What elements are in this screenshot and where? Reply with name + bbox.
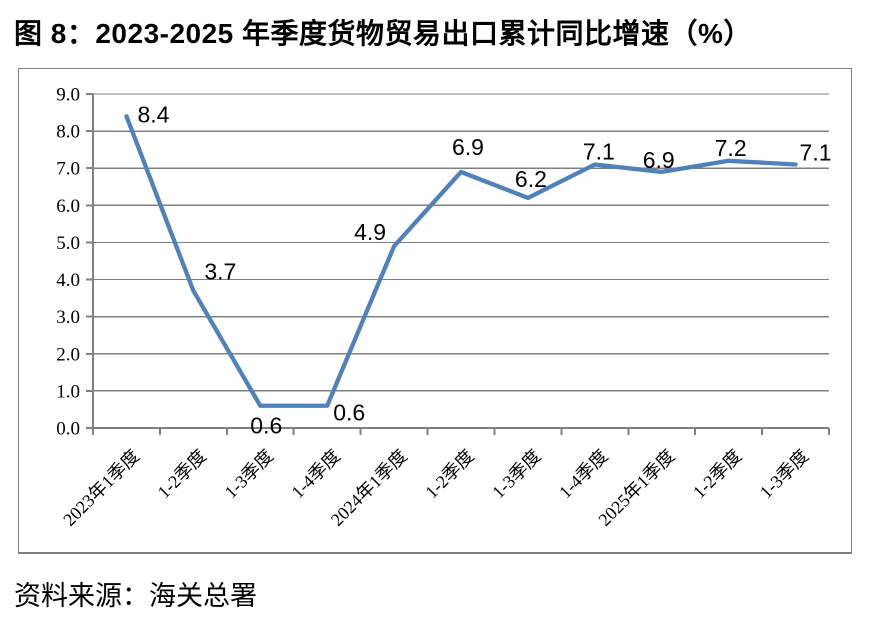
y-tick-label: 9.0 xyxy=(56,85,80,106)
series-line xyxy=(124,114,798,408)
data-label: 7.1 xyxy=(583,139,615,165)
data-labels: 8.4 3.7 0.6 0.6 4.9 6.9 6.2 7.1 6.9 7.2 7.1 xyxy=(137,101,831,438)
y-tick-label: 1.0 xyxy=(56,381,80,402)
figure-title: 图 8：2023-2025 年季度货物贸易出口累计同比增速（%） xyxy=(14,18,752,49)
x-category-label: 1-4季度 xyxy=(287,446,344,503)
axes xyxy=(92,94,829,429)
x-category-label: 1-2季度 xyxy=(154,446,211,503)
data-label: 8.4 xyxy=(137,101,169,127)
data-label: 3.7 xyxy=(204,259,236,285)
source-note: 资料来源：海关总署 xyxy=(14,581,257,611)
data-label: 4.9 xyxy=(354,219,386,245)
x-category-label: 1-3季度 xyxy=(488,446,545,503)
y-tick-label: 4.0 xyxy=(56,270,80,291)
y-axis-ticks: 0.0 1.0 2.0 3.0 4.0 5.0 6.0 7.0 8.0 9.0 xyxy=(56,85,93,440)
y-tick-label: 5.0 xyxy=(56,233,80,254)
y-tick-label: 8.0 xyxy=(56,122,80,143)
data-label: 7.2 xyxy=(715,135,747,161)
y-tick-label: 6.0 xyxy=(56,196,80,217)
data-label: 0.6 xyxy=(333,400,365,426)
chart-frame: 0.0 1.0 2.0 3.0 4.0 5.0 6.0 7.0 8.0 9.0 2023年1季度 1-… xyxy=(18,68,852,554)
y-tick-label: 3.0 xyxy=(56,307,80,328)
data-label: 6.9 xyxy=(452,134,484,160)
x-category-label: 1-3季度 xyxy=(756,446,813,503)
y-tick-label: 7.0 xyxy=(56,159,80,180)
x-category-label: 1-4季度 xyxy=(555,446,612,503)
data-label: 6.2 xyxy=(515,166,547,192)
data-label: 0.6 xyxy=(250,413,282,439)
x-category-label: 1-2季度 xyxy=(689,446,746,503)
y-tick-label: 2.0 xyxy=(56,344,80,365)
x-category-label: 1-2季度 xyxy=(421,446,478,503)
data-label: 7.1 xyxy=(800,140,832,166)
y-tick-label: 0.0 xyxy=(56,419,80,440)
x-category-label: 2023年1季度 xyxy=(59,446,143,530)
data-label: 6.9 xyxy=(643,147,675,173)
x-axis-ticks xyxy=(92,428,830,435)
x-category-label: 1-3季度 xyxy=(221,446,278,503)
gridlines xyxy=(93,93,829,392)
